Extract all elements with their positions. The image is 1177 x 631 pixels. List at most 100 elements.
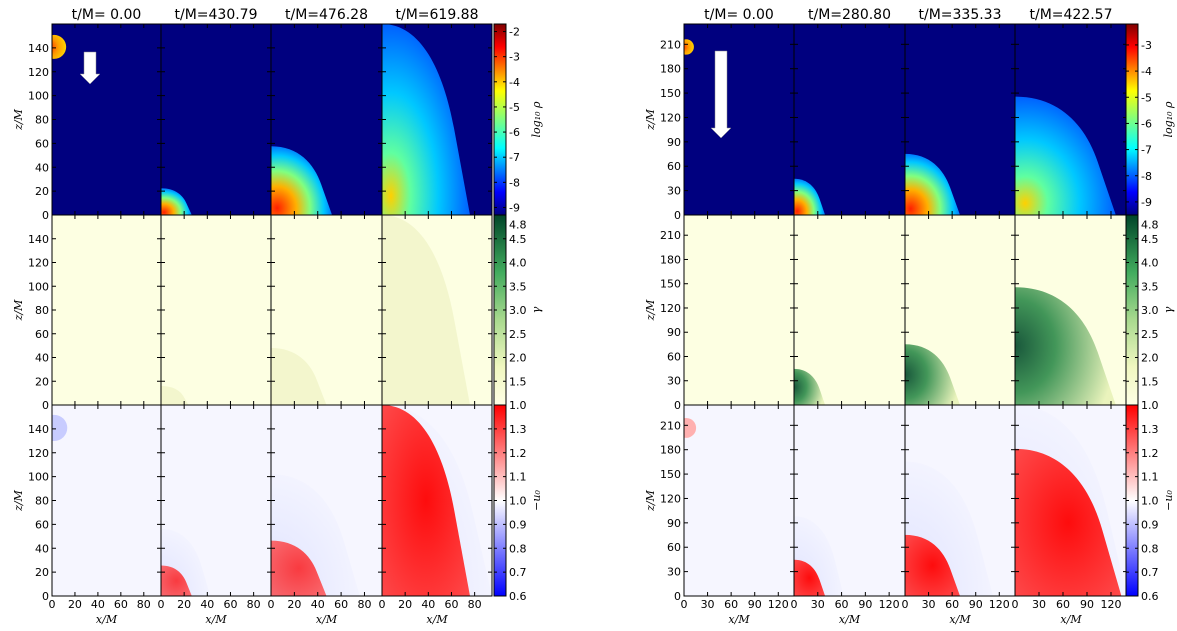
heatmap-panel [793, 214, 906, 406]
heatmap-panel [683, 23, 795, 216]
colorbar [1125, 23, 1139, 216]
colorbar-tick-label: 0.7 [509, 566, 527, 579]
y-tick-label: 0 [42, 590, 49, 603]
y-tick-label: 120 [660, 111, 681, 124]
y-tick-label: 60 [667, 160, 681, 173]
panel-time-title: t/M=280.80 [808, 7, 891, 23]
colorbar-tick-label: 4.0 [509, 257, 527, 270]
x-tick-label: 30 [1032, 598, 1046, 611]
field-structure [161, 565, 192, 596]
x-tick-label: 60 [114, 598, 128, 611]
y-tick-label: 180 [660, 253, 681, 266]
colorbar-tick-label: 0.8 [1141, 542, 1159, 555]
field-structure [794, 178, 826, 215]
y-tick-label: 30 [667, 375, 681, 388]
y-tick-label: 100 [28, 471, 49, 484]
heatmap-panel [270, 214, 383, 406]
colorbar-tick-label: 1.1 [509, 471, 527, 484]
x-tick-label: 20 [398, 598, 412, 611]
colorbar-tick-label: 4.5 [509, 233, 527, 246]
heatmap-panel [160, 404, 272, 597]
colorbar-tick-label: 1.0 [1141, 495, 1159, 508]
colorbar-tick-label: 1.0 [1141, 399, 1159, 412]
y-tick-label: 90 [667, 517, 681, 530]
x-tick-label: 20 [177, 598, 191, 611]
colorbar-label: log₁₀ ρ [530, 101, 543, 137]
x-tick-label: 90 [969, 598, 983, 611]
x-tick-label: 0 [158, 598, 165, 611]
field-structure [1015, 448, 1122, 596]
colorbar-tick-label: -6 [1141, 117, 1152, 130]
infall-arrow [79, 51, 101, 85]
heatmap-panel [904, 214, 1016, 406]
y-tick-label: 80 [35, 495, 49, 508]
colorbar-tick-label: -4 [509, 76, 520, 89]
y-tick-label: 210 [660, 229, 681, 242]
heatmap-panel [1014, 404, 1128, 597]
heatmap-panel [51, 404, 162, 597]
panel-time-title: t/M=430.79 [174, 7, 257, 23]
y-tick-label: 60 [35, 518, 49, 531]
x-tick-label: 20 [287, 598, 301, 611]
heatmap-panel [683, 404, 795, 597]
x-tick-label: 90 [1080, 598, 1094, 611]
x-axis-label: x/M [316, 613, 338, 626]
field-structure [382, 24, 470, 215]
x-tick-label: 60 [724, 598, 738, 611]
field-structure [382, 215, 470, 405]
colorbar-tick-label: -7 [1141, 144, 1152, 157]
field-structure [271, 348, 327, 405]
x-tick-label: 20 [68, 598, 82, 611]
heatmap-panel [793, 23, 906, 216]
y-tick-label: 180 [660, 63, 681, 76]
y-axis-label: z/M [12, 489, 25, 512]
colorbar-tick-label: -8 [1141, 170, 1152, 183]
field-structure [1015, 287, 1116, 405]
x-tick-label: 0 [379, 598, 386, 611]
y-tick-label: 0 [674, 209, 681, 222]
colorbar-tick-label: 4.8 [1141, 219, 1159, 232]
y-tick-label: 100 [28, 280, 49, 293]
colorbar [1125, 404, 1139, 597]
field-structure [271, 540, 327, 596]
x-tick-label: 60 [334, 598, 348, 611]
x-axis-label: x/M [96, 613, 118, 626]
y-tick-label: 30 [667, 566, 681, 579]
field-structure [794, 368, 826, 405]
field-structure [684, 418, 697, 438]
x-tick-label: 30 [701, 598, 715, 611]
heatmap-panel [270, 23, 383, 216]
y-axis-label: z/M [644, 299, 657, 322]
colorbar-tick-label: -3 [1141, 39, 1152, 52]
y-tick-label: 20 [35, 375, 49, 388]
y-axis-label: z/M [644, 108, 657, 131]
y-tick-label: 120 [28, 447, 49, 460]
x-tick-label: 0 [902, 598, 909, 611]
y-tick-label: 100 [28, 90, 49, 103]
y-tick-label: 140 [28, 423, 49, 436]
y-tick-label: 0 [42, 399, 49, 412]
colorbar-tick-label: 2.5 [1141, 328, 1159, 341]
x-tick-label: 80 [357, 598, 371, 611]
heatmap-panel [1014, 214, 1128, 406]
panel-time-title: t/M=619.88 [395, 7, 478, 23]
field-structure [905, 153, 960, 215]
colorbar-tick-label: -9 [1141, 196, 1152, 209]
y-tick-label: 150 [660, 468, 681, 481]
panel-time-title: t/M=476.28 [285, 7, 368, 23]
heatmap-panel [1014, 23, 1128, 216]
x-tick-label: 120 [768, 598, 789, 611]
field-structure [905, 534, 960, 596]
colorbar-tick-label: 1.1 [1141, 471, 1159, 484]
heatmap-panel [270, 404, 383, 597]
heatmap-panel [683, 214, 795, 406]
colorbar-tick-label: -6 [509, 126, 520, 139]
field-structure [271, 146, 333, 215]
heatmap-panel [51, 214, 162, 406]
y-tick-label: 0 [42, 209, 49, 222]
field-structure [1015, 96, 1116, 215]
colorbar-tick-label: -4 [1141, 65, 1152, 78]
field-structure [161, 188, 192, 215]
x-tick-label: 60 [223, 598, 237, 611]
